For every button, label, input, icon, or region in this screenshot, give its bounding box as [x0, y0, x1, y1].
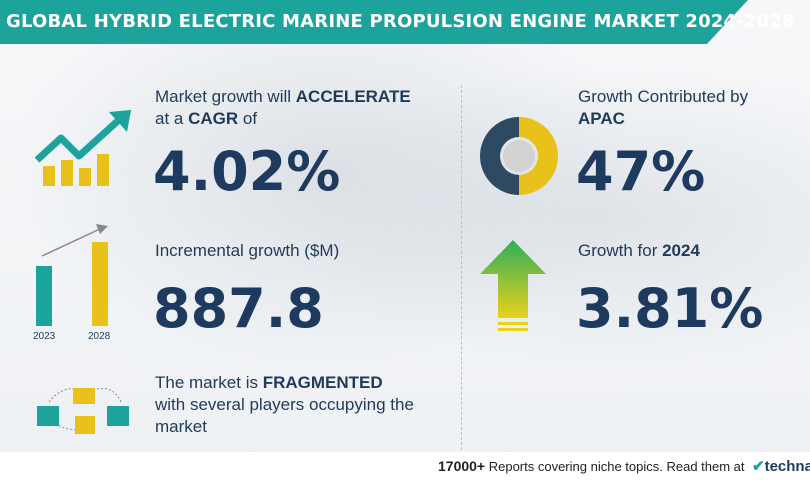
- bar-label-2028: 2028: [88, 331, 111, 342]
- fragmented-bold: FRAGMENTED: [262, 373, 383, 392]
- growth2024-year: 2024: [662, 241, 700, 260]
- cagr-value: 4.02%: [153, 140, 341, 203]
- footer-bar: 17000+ Reports covering niche topics. Re…: [0, 452, 810, 480]
- bar-growth-icon: 2023 2028: [33, 224, 111, 342]
- cagr-label-cagr: CAGR: [188, 109, 239, 128]
- page-title: GLOBAL HYBRID ELECTRIC MARINE PROPULSION…: [6, 11, 795, 32]
- growth2024-label: Growth for 2024: [578, 240, 700, 262]
- cagr-label-text: Market growth will: [155, 87, 296, 106]
- logo-text: technav: [764, 458, 810, 475]
- trending-up-chart-icon: [35, 110, 131, 186]
- bar-label-2023: 2023: [33, 331, 56, 342]
- technavio-logo[interactable]: ✔technav: [752, 457, 810, 475]
- incremental-label: Incremental growth ($M): [155, 241, 340, 260]
- footer-report-count: 17000+: [438, 458, 486, 474]
- up-arrow-icon: [480, 240, 546, 331]
- apac-label-line1: Growth Contributed by: [578, 87, 749, 106]
- apac-label: Growth Contributed by APAC: [578, 86, 748, 130]
- incremental-value: 887.8: [153, 277, 324, 340]
- fragmented-label: The market is FRAGMENTED with several pl…: [155, 372, 414, 438]
- donut-chart-icon: [480, 117, 558, 195]
- growth2024-label-text: Growth for: [578, 241, 663, 260]
- footer-description: Reports covering niche topics. Read them…: [485, 459, 745, 474]
- buildings-network-icon: [37, 388, 129, 434]
- footer-text: 17000+ Reports covering niche topics. Re…: [438, 458, 745, 474]
- cagr-label: Market growth will ACCELERATE at a CAGR …: [155, 86, 411, 130]
- cagr-label-bold: ACCELERATE: [295, 87, 411, 106]
- apac-region: APAC: [578, 109, 625, 128]
- fragmented-line2: with several players occupying the: [155, 395, 414, 414]
- apac-value: 47%: [576, 140, 706, 203]
- cagr-label-line2: at a: [155, 109, 189, 128]
- logo-check-icon: ✔: [752, 458, 765, 475]
- title-banner: [0, 0, 748, 44]
- fragmented-line1: The market is: [155, 373, 263, 392]
- column-divider: [461, 85, 462, 450]
- fragmented-line3: market: [155, 417, 207, 436]
- cagr-label-of: of: [238, 109, 258, 128]
- growth2024-value: 3.81%: [576, 277, 764, 340]
